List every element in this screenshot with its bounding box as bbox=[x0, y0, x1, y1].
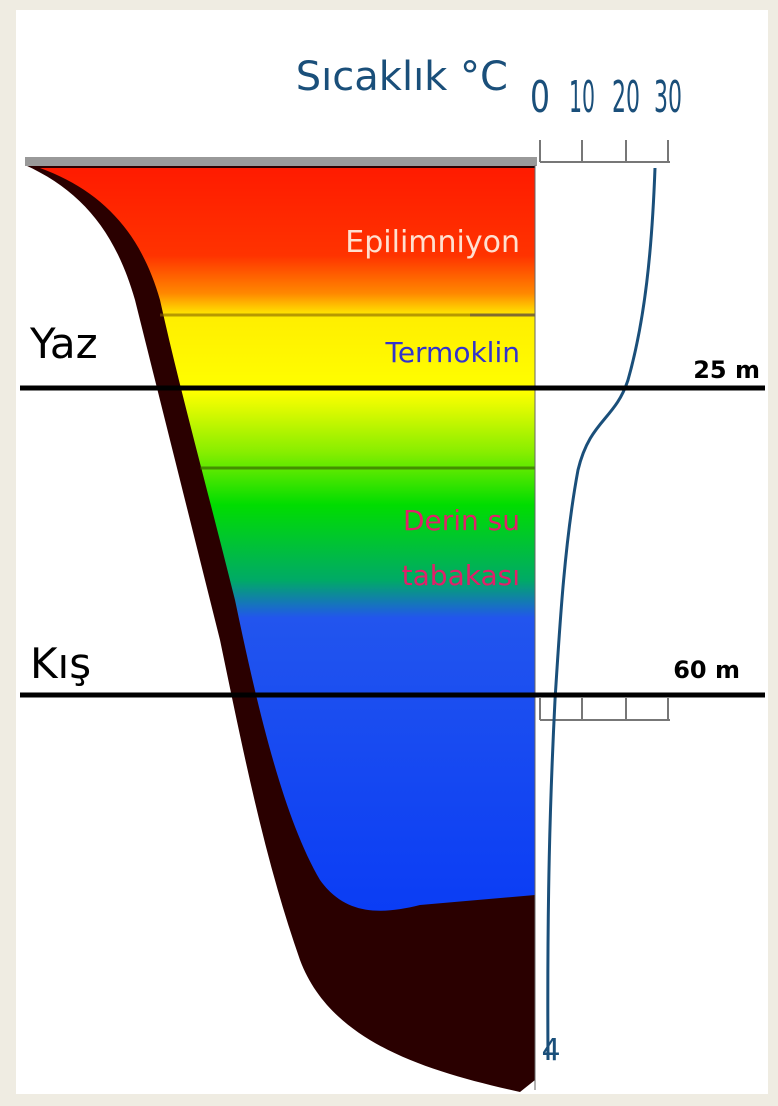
surface bbox=[25, 157, 537, 166]
winter-depth: 60 m bbox=[673, 656, 740, 684]
deep-label: Derin su bbox=[403, 504, 520, 537]
scale-label: 0 bbox=[530, 72, 550, 123]
thermocline-label: Termoklin bbox=[384, 336, 520, 369]
bottom-value: 4 bbox=[541, 1033, 560, 1068]
epilimnion-label: Epilimniyon bbox=[345, 225, 520, 260]
winter-label: Kış bbox=[30, 639, 91, 688]
page: Sıcaklık °C 0 10 20 30 4 Epilimniyon Ter… bbox=[0, 0, 778, 1106]
diagram: Sıcaklık °C 0 10 20 30 4 Epilimniyon Ter… bbox=[0, 0, 778, 1106]
scale-label: 10 bbox=[569, 72, 595, 123]
summer-label: Yaz bbox=[29, 319, 98, 368]
scale-label: 30 bbox=[654, 72, 682, 123]
summer-depth: 25 m bbox=[693, 356, 760, 384]
title: Sıcaklık °C bbox=[296, 54, 508, 100]
deep-label: tabakası bbox=[402, 559, 520, 592]
scale-label: 20 bbox=[612, 72, 640, 123]
